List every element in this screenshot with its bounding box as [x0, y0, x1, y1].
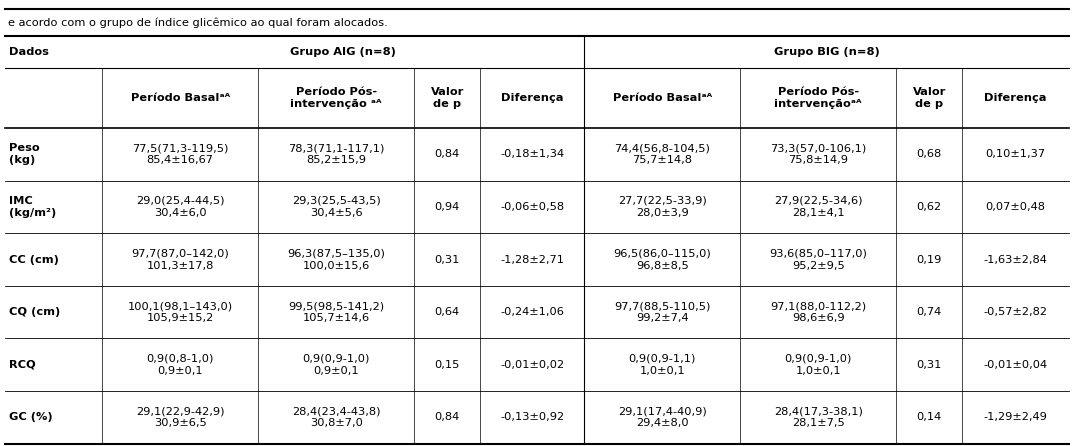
Text: 100,1(98,1–143,0)
105,9±15,2: 100,1(98,1–143,0) 105,9±15,2: [128, 301, 233, 323]
Text: 74,4(56,8-104,5)
75,7±14,8: 74,4(56,8-104,5) 75,7±14,8: [614, 143, 710, 165]
Text: 28,4(23,4-43,8)
30,8±7,0: 28,4(23,4-43,8) 30,8±7,0: [292, 406, 380, 429]
Text: -0,57±2,82: -0,57±2,82: [984, 307, 1047, 317]
Text: 99,5(98,5-141,2)
105,7±14,6: 99,5(98,5-141,2) 105,7±14,6: [288, 301, 384, 323]
Text: Dados: Dados: [9, 47, 48, 58]
Text: 93,6(85,0–117,0)
95,2±9,5: 93,6(85,0–117,0) 95,2±9,5: [769, 248, 867, 271]
Text: 0,64: 0,64: [435, 307, 460, 317]
Text: e acordo com o grupo de índice glicêmico ao qual foram alocados.: e acordo com o grupo de índice glicêmico…: [8, 17, 388, 28]
Text: 29,3(25,5-43,5)
30,4±5,6: 29,3(25,5-43,5) 30,4±5,6: [292, 196, 380, 218]
Text: 0,31: 0,31: [435, 255, 460, 264]
Text: GC (%): GC (%): [9, 413, 53, 422]
Text: -0,06±0,58: -0,06±0,58: [500, 202, 564, 212]
Text: -0,13±0,92: -0,13±0,92: [500, 413, 564, 422]
Text: Período Basalᵃᴬ: Período Basalᵃᴬ: [131, 93, 230, 103]
Text: 96,5(86,0–115,0)
96,8±8,5: 96,5(86,0–115,0) 96,8±8,5: [613, 248, 711, 271]
Text: 28,4(17,3-38,1)
28,1±7,5: 28,4(17,3-38,1) 28,1±7,5: [773, 406, 862, 429]
Text: -1,28±2,71: -1,28±2,71: [500, 255, 564, 264]
Text: 0,15: 0,15: [435, 360, 460, 370]
Text: 29,1(17,4-40,9)
29,4±8,0: 29,1(17,4-40,9) 29,4±8,0: [618, 406, 707, 429]
Text: 29,1(22,9-42,9)
30,9±6,5: 29,1(22,9-42,9) 30,9±6,5: [136, 406, 224, 429]
Text: -0,18±1,34: -0,18±1,34: [500, 149, 564, 159]
Text: 73,3(57,0-106,1)
75,8±14,9: 73,3(57,0-106,1) 75,8±14,9: [770, 143, 867, 165]
Text: 0,94: 0,94: [435, 202, 460, 212]
Text: 0,74: 0,74: [916, 307, 942, 317]
Text: Grupo BIG (n=8): Grupo BIG (n=8): [773, 47, 880, 58]
Text: 0,68: 0,68: [916, 149, 942, 159]
Text: 0,9(0,8-1,0)
0,9±0,1: 0,9(0,8-1,0) 0,9±0,1: [146, 354, 214, 376]
Text: Peso
(kg): Peso (kg): [9, 143, 40, 165]
Text: 0,84: 0,84: [435, 149, 460, 159]
Text: 0,84: 0,84: [435, 413, 460, 422]
Text: 0,62: 0,62: [917, 202, 942, 212]
Text: 27,9(22,5-34,6)
28,1±4,1: 27,9(22,5-34,6) 28,1±4,1: [774, 196, 862, 218]
Text: 78,3(71,1-117,1)
85,2±15,9: 78,3(71,1-117,1) 85,2±15,9: [288, 143, 384, 165]
Text: Período Basalᵃᴬ: Período Basalᵃᴬ: [612, 93, 712, 103]
Text: 0,9(0,9-1,1)
1,0±0,1: 0,9(0,9-1,1) 1,0±0,1: [628, 354, 696, 376]
Text: CQ (cm): CQ (cm): [9, 307, 60, 317]
Text: Diferença: Diferença: [984, 93, 1047, 103]
Text: Período Pós-
intervençãoᵃᴬ: Período Pós- intervençãoᵃᴬ: [774, 87, 862, 109]
Text: 0,10±1,37: 0,10±1,37: [986, 149, 1045, 159]
Text: 0,9(0,9-1,0)
1,0±0,1: 0,9(0,9-1,0) 1,0±0,1: [784, 354, 852, 376]
Text: Período Pós-
intervenção ᵃᴬ: Período Pós- intervenção ᵃᴬ: [290, 87, 382, 109]
Text: 0,07±0,48: 0,07±0,48: [986, 202, 1045, 212]
Text: CC (cm): CC (cm): [9, 255, 58, 264]
Text: 0,14: 0,14: [916, 413, 942, 422]
Text: Diferença: Diferença: [502, 93, 564, 103]
Text: -1,29±2,49: -1,29±2,49: [984, 413, 1047, 422]
Text: 0,31: 0,31: [916, 360, 942, 370]
Text: -0,24±1,06: -0,24±1,06: [500, 307, 564, 317]
Text: -0,01±0,04: -0,01±0,04: [984, 360, 1047, 370]
Text: 97,7(88,5-110,5)
99,2±7,4: 97,7(88,5-110,5) 99,2±7,4: [614, 301, 710, 323]
Text: 97,7(87,0–142,0)
101,3±17,8: 97,7(87,0–142,0) 101,3±17,8: [131, 248, 229, 271]
Text: Grupo AIG (n=8): Grupo AIG (n=8): [290, 47, 396, 58]
Text: 77,5(71,3-119,5)
85,4±16,67: 77,5(71,3-119,5) 85,4±16,67: [132, 143, 229, 165]
Text: 97,1(88,0-112,2)
98,6±6,9: 97,1(88,0-112,2) 98,6±6,9: [770, 301, 867, 323]
Text: IMC
(kg/m²): IMC (kg/m²): [9, 196, 56, 218]
Text: -1,63±2,84: -1,63±2,84: [984, 255, 1047, 264]
Text: 96,3(87,5–135,0)
100,0±15,6: 96,3(87,5–135,0) 100,0±15,6: [287, 248, 386, 271]
Text: RCQ: RCQ: [9, 360, 35, 370]
Text: 27,7(22,5-33,9)
28,0±3,9: 27,7(22,5-33,9) 28,0±3,9: [618, 196, 707, 218]
Text: 0,19: 0,19: [916, 255, 942, 264]
Text: 0,9(0,9-1,0)
0,9±0,1: 0,9(0,9-1,0) 0,9±0,1: [303, 354, 369, 376]
Text: Valor
de p: Valor de p: [913, 87, 946, 109]
Text: -0,01±0,02: -0,01±0,02: [500, 360, 564, 370]
Text: 29,0(25,4-44,5)
30,4±6,0: 29,0(25,4-44,5) 30,4±6,0: [136, 196, 224, 218]
Text: Valor
de p: Valor de p: [431, 87, 464, 109]
